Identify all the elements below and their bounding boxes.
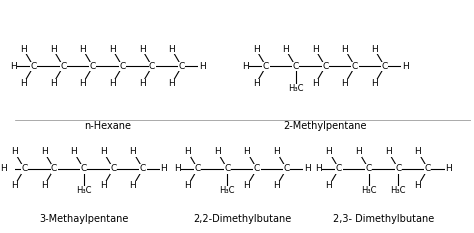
Text: H: H	[160, 164, 167, 173]
Text: H: H	[244, 181, 250, 190]
Text: C: C	[194, 164, 201, 173]
Text: H: H	[242, 62, 249, 71]
Text: H: H	[174, 164, 181, 173]
Text: C: C	[149, 62, 155, 71]
Text: H: H	[184, 147, 191, 156]
Text: H: H	[100, 147, 107, 156]
Text: H: H	[109, 45, 116, 54]
Text: H: H	[273, 147, 280, 156]
Text: 2-Methylpentane: 2-Methylpentane	[283, 121, 367, 131]
Text: C: C	[352, 62, 358, 71]
Text: H: H	[342, 79, 348, 88]
Text: C: C	[254, 164, 260, 173]
Text: H: H	[129, 147, 137, 156]
Text: H: H	[445, 164, 452, 173]
Text: H: H	[168, 79, 175, 88]
Text: H: H	[109, 79, 116, 88]
Text: C: C	[283, 164, 290, 173]
Text: H₃C: H₃C	[361, 186, 376, 195]
Text: H: H	[41, 181, 47, 190]
Text: H: H	[184, 181, 191, 190]
Text: H: H	[355, 147, 362, 156]
Text: H: H	[129, 181, 137, 190]
Text: C: C	[30, 62, 36, 71]
Text: H: H	[20, 45, 27, 54]
Text: H: H	[312, 45, 319, 54]
Text: H: H	[414, 181, 421, 190]
Text: H: H	[214, 147, 221, 156]
Text: C: C	[336, 164, 342, 173]
Text: H: H	[50, 79, 56, 88]
Text: H: H	[273, 181, 280, 190]
Text: H: H	[315, 164, 322, 173]
Text: H: H	[371, 79, 378, 88]
Text: H: H	[283, 45, 289, 54]
Text: H: H	[100, 181, 107, 190]
Text: C: C	[110, 164, 117, 173]
Text: C: C	[395, 164, 401, 173]
Text: C: C	[140, 164, 146, 173]
Text: H: H	[139, 45, 146, 54]
Text: C: C	[81, 164, 87, 173]
Text: H: H	[312, 79, 319, 88]
Text: C: C	[382, 62, 388, 71]
Text: H: H	[0, 164, 7, 173]
Text: H: H	[80, 45, 86, 54]
Text: H: H	[342, 45, 348, 54]
Text: C: C	[51, 164, 57, 173]
Text: H₃C: H₃C	[288, 84, 303, 93]
Text: H: H	[402, 62, 409, 71]
Text: H: H	[168, 45, 175, 54]
Text: H: H	[253, 79, 259, 88]
Text: 3-Methaylpentane: 3-Methaylpentane	[39, 214, 128, 224]
Text: 2,2-Dimethylbutane: 2,2-Dimethylbutane	[193, 214, 291, 224]
Text: C: C	[365, 164, 372, 173]
Text: C: C	[60, 62, 66, 71]
Text: H: H	[385, 147, 392, 156]
Text: H: H	[9, 62, 17, 71]
Text: H₃C: H₃C	[76, 186, 91, 195]
Text: C: C	[119, 62, 126, 71]
Text: H: H	[253, 45, 259, 54]
Text: H: H	[326, 181, 332, 190]
Text: H: H	[20, 79, 27, 88]
Text: H₃C: H₃C	[219, 186, 235, 195]
Text: H: H	[41, 147, 47, 156]
Text: H: H	[304, 164, 310, 173]
Text: H: H	[371, 45, 378, 54]
Text: H: H	[199, 62, 206, 71]
Text: H: H	[80, 79, 86, 88]
Text: C: C	[21, 164, 27, 173]
Text: C: C	[322, 62, 328, 71]
Text: H: H	[11, 147, 18, 156]
Text: H: H	[244, 147, 250, 156]
Text: C: C	[425, 164, 431, 173]
Text: C: C	[179, 62, 185, 71]
Text: H₃C: H₃C	[391, 186, 406, 195]
Text: C: C	[263, 62, 269, 71]
Text: H: H	[70, 147, 77, 156]
Text: 2,3- Dimethylbutane: 2,3- Dimethylbutane	[333, 214, 434, 224]
Text: C: C	[224, 164, 230, 173]
Text: H: H	[11, 181, 18, 190]
Text: H: H	[50, 45, 56, 54]
Text: C: C	[90, 62, 96, 71]
Text: H: H	[139, 79, 146, 88]
Text: n-Hexane: n-Hexane	[84, 121, 131, 131]
Text: H: H	[326, 147, 332, 156]
Text: C: C	[292, 62, 299, 71]
Text: H: H	[414, 147, 421, 156]
